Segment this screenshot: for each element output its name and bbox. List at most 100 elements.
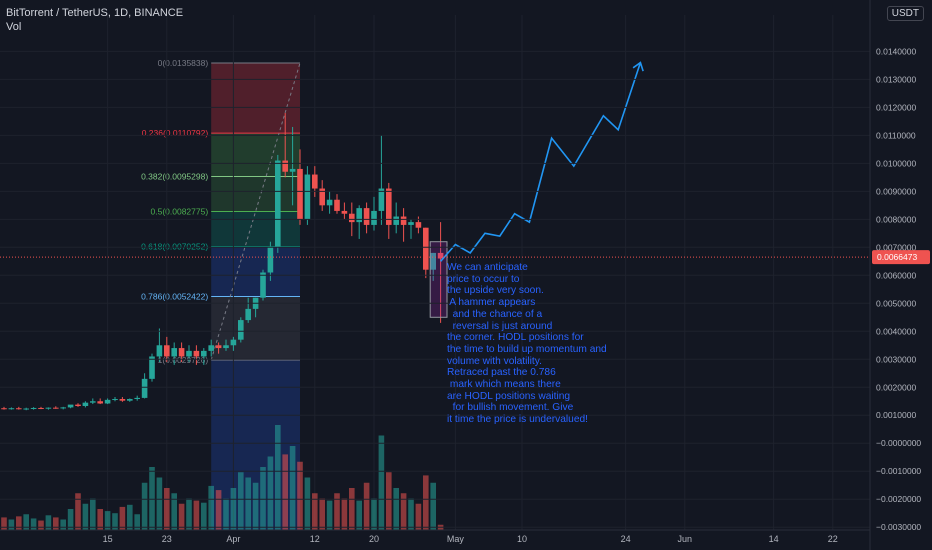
candle-body [289, 168, 296, 172]
volume-bar [30, 518, 37, 530]
volume-bar [112, 513, 118, 530]
candle-body [97, 401, 103, 404]
volume-bar [149, 467, 155, 530]
volume-bar [304, 477, 311, 530]
candle-body [127, 399, 133, 401]
candle-body [356, 208, 362, 223]
volume-bar [178, 503, 185, 530]
x-tick-label: 10 [517, 534, 527, 544]
x-tick-label: 24 [621, 534, 631, 544]
volume-bar [223, 498, 229, 530]
y-tick-label: 0.0070000 [876, 242, 916, 252]
volume-bar [82, 503, 89, 530]
volume-bar [104, 511, 111, 530]
volume-bar [230, 488, 237, 530]
volume-bar [400, 493, 407, 530]
candle-body [371, 210, 377, 225]
volume-bar [378, 435, 385, 530]
volume-bars [1, 425, 444, 530]
time-axis[interactable]: 15 23 Apr 12 20 May 10 24 Jun 14 22 [0, 529, 870, 544]
current-price-label: 0.0066473 [877, 252, 917, 262]
fib-zone [211, 211, 300, 247]
candle-body [23, 408, 29, 410]
fib-level-label: 1(0.0029726) [158, 355, 209, 365]
volume-bar [341, 498, 348, 530]
volume-bar [356, 500, 362, 530]
candle-body [60, 407, 66, 409]
projection-arrow[interactable] [0, 61, 870, 262]
y-tick-label: 0.0130000 [876, 74, 916, 84]
volume-bar [297, 461, 303, 530]
candle-body [45, 407, 52, 409]
volume-bar [326, 500, 333, 530]
candle-body [260, 272, 266, 298]
volume-bar [119, 506, 126, 530]
volume-bar [430, 482, 436, 530]
projection-arrowhead [632, 61, 644, 72]
x-tick-label: 15 [103, 534, 113, 544]
candlesticks [1, 112, 448, 411]
fib-trend-line [210, 62, 301, 361]
volume-bar [208, 485, 214, 530]
x-tick-label: 14 [769, 534, 779, 544]
candle-body [378, 188, 385, 211]
volume-bar [363, 482, 370, 530]
currency-button[interactable]: USDT [886, 6, 924, 21]
candle-body [297, 168, 303, 220]
candle-body [164, 345, 170, 357]
candle-body [53, 407, 59, 409]
volume-bar [193, 500, 200, 530]
candle-body [186, 350, 192, 357]
volume-bar [38, 520, 44, 530]
x-tick-label: 22 [828, 534, 838, 544]
volume-bar [371, 498, 377, 530]
candle-body [334, 199, 340, 211]
volume-indicator-label[interactable]: Vol [6, 21, 22, 33]
fib-zone [211, 176, 300, 212]
volume-bar [267, 456, 274, 530]
candle-body [171, 348, 177, 357]
y-tick-label: 0.0050000 [876, 298, 916, 308]
candle-body [201, 350, 207, 357]
volume-bar [53, 517, 59, 530]
y-tick-label: 0.0060000 [876, 270, 916, 280]
candle-body [141, 378, 148, 398]
volume-bar [23, 514, 29, 530]
x-tick-label: Apr [226, 534, 240, 544]
analysis-note[interactable]: We can anticipate price to occur to the … [447, 262, 607, 426]
volume-bar [97, 509, 103, 530]
candle-body [393, 216, 399, 225]
y-tick-label: −0.0020000 [876, 494, 921, 504]
y-tick-label: 0.0030000 [876, 354, 916, 364]
hammer-highlight-box[interactable] [429, 241, 448, 318]
candle-body [415, 222, 422, 228]
volume-bar [201, 502, 207, 530]
volume-bar [1, 517, 7, 530]
x-tick-label: 12 [310, 534, 320, 544]
candle-body [430, 252, 436, 270]
volume-bar [186, 498, 192, 530]
candle-body [82, 402, 89, 407]
y-tick-label: 0.0100000 [876, 158, 916, 168]
candle-body [304, 174, 311, 220]
current-price-tag [872, 250, 930, 265]
volume-bar [334, 493, 340, 530]
candle-body [208, 345, 214, 351]
candle-body [134, 397, 140, 400]
candle-body [67, 404, 74, 408]
candle-body [149, 356, 155, 379]
candle-body [223, 345, 229, 349]
y-tick-label: 0.0080000 [876, 214, 916, 224]
fib-level-label: 0.5(0.0082775) [151, 207, 209, 217]
candle-body [312, 174, 318, 189]
candle-body [230, 339, 237, 346]
candle-body [104, 399, 111, 404]
candle-body [408, 222, 414, 225]
x-tick-label: Jun [678, 534, 693, 544]
y-tick-label: −0.0000000 [876, 438, 921, 448]
volume-bar [16, 516, 22, 530]
candle-body [156, 345, 163, 357]
projection-path[interactable] [439, 62, 642, 262]
